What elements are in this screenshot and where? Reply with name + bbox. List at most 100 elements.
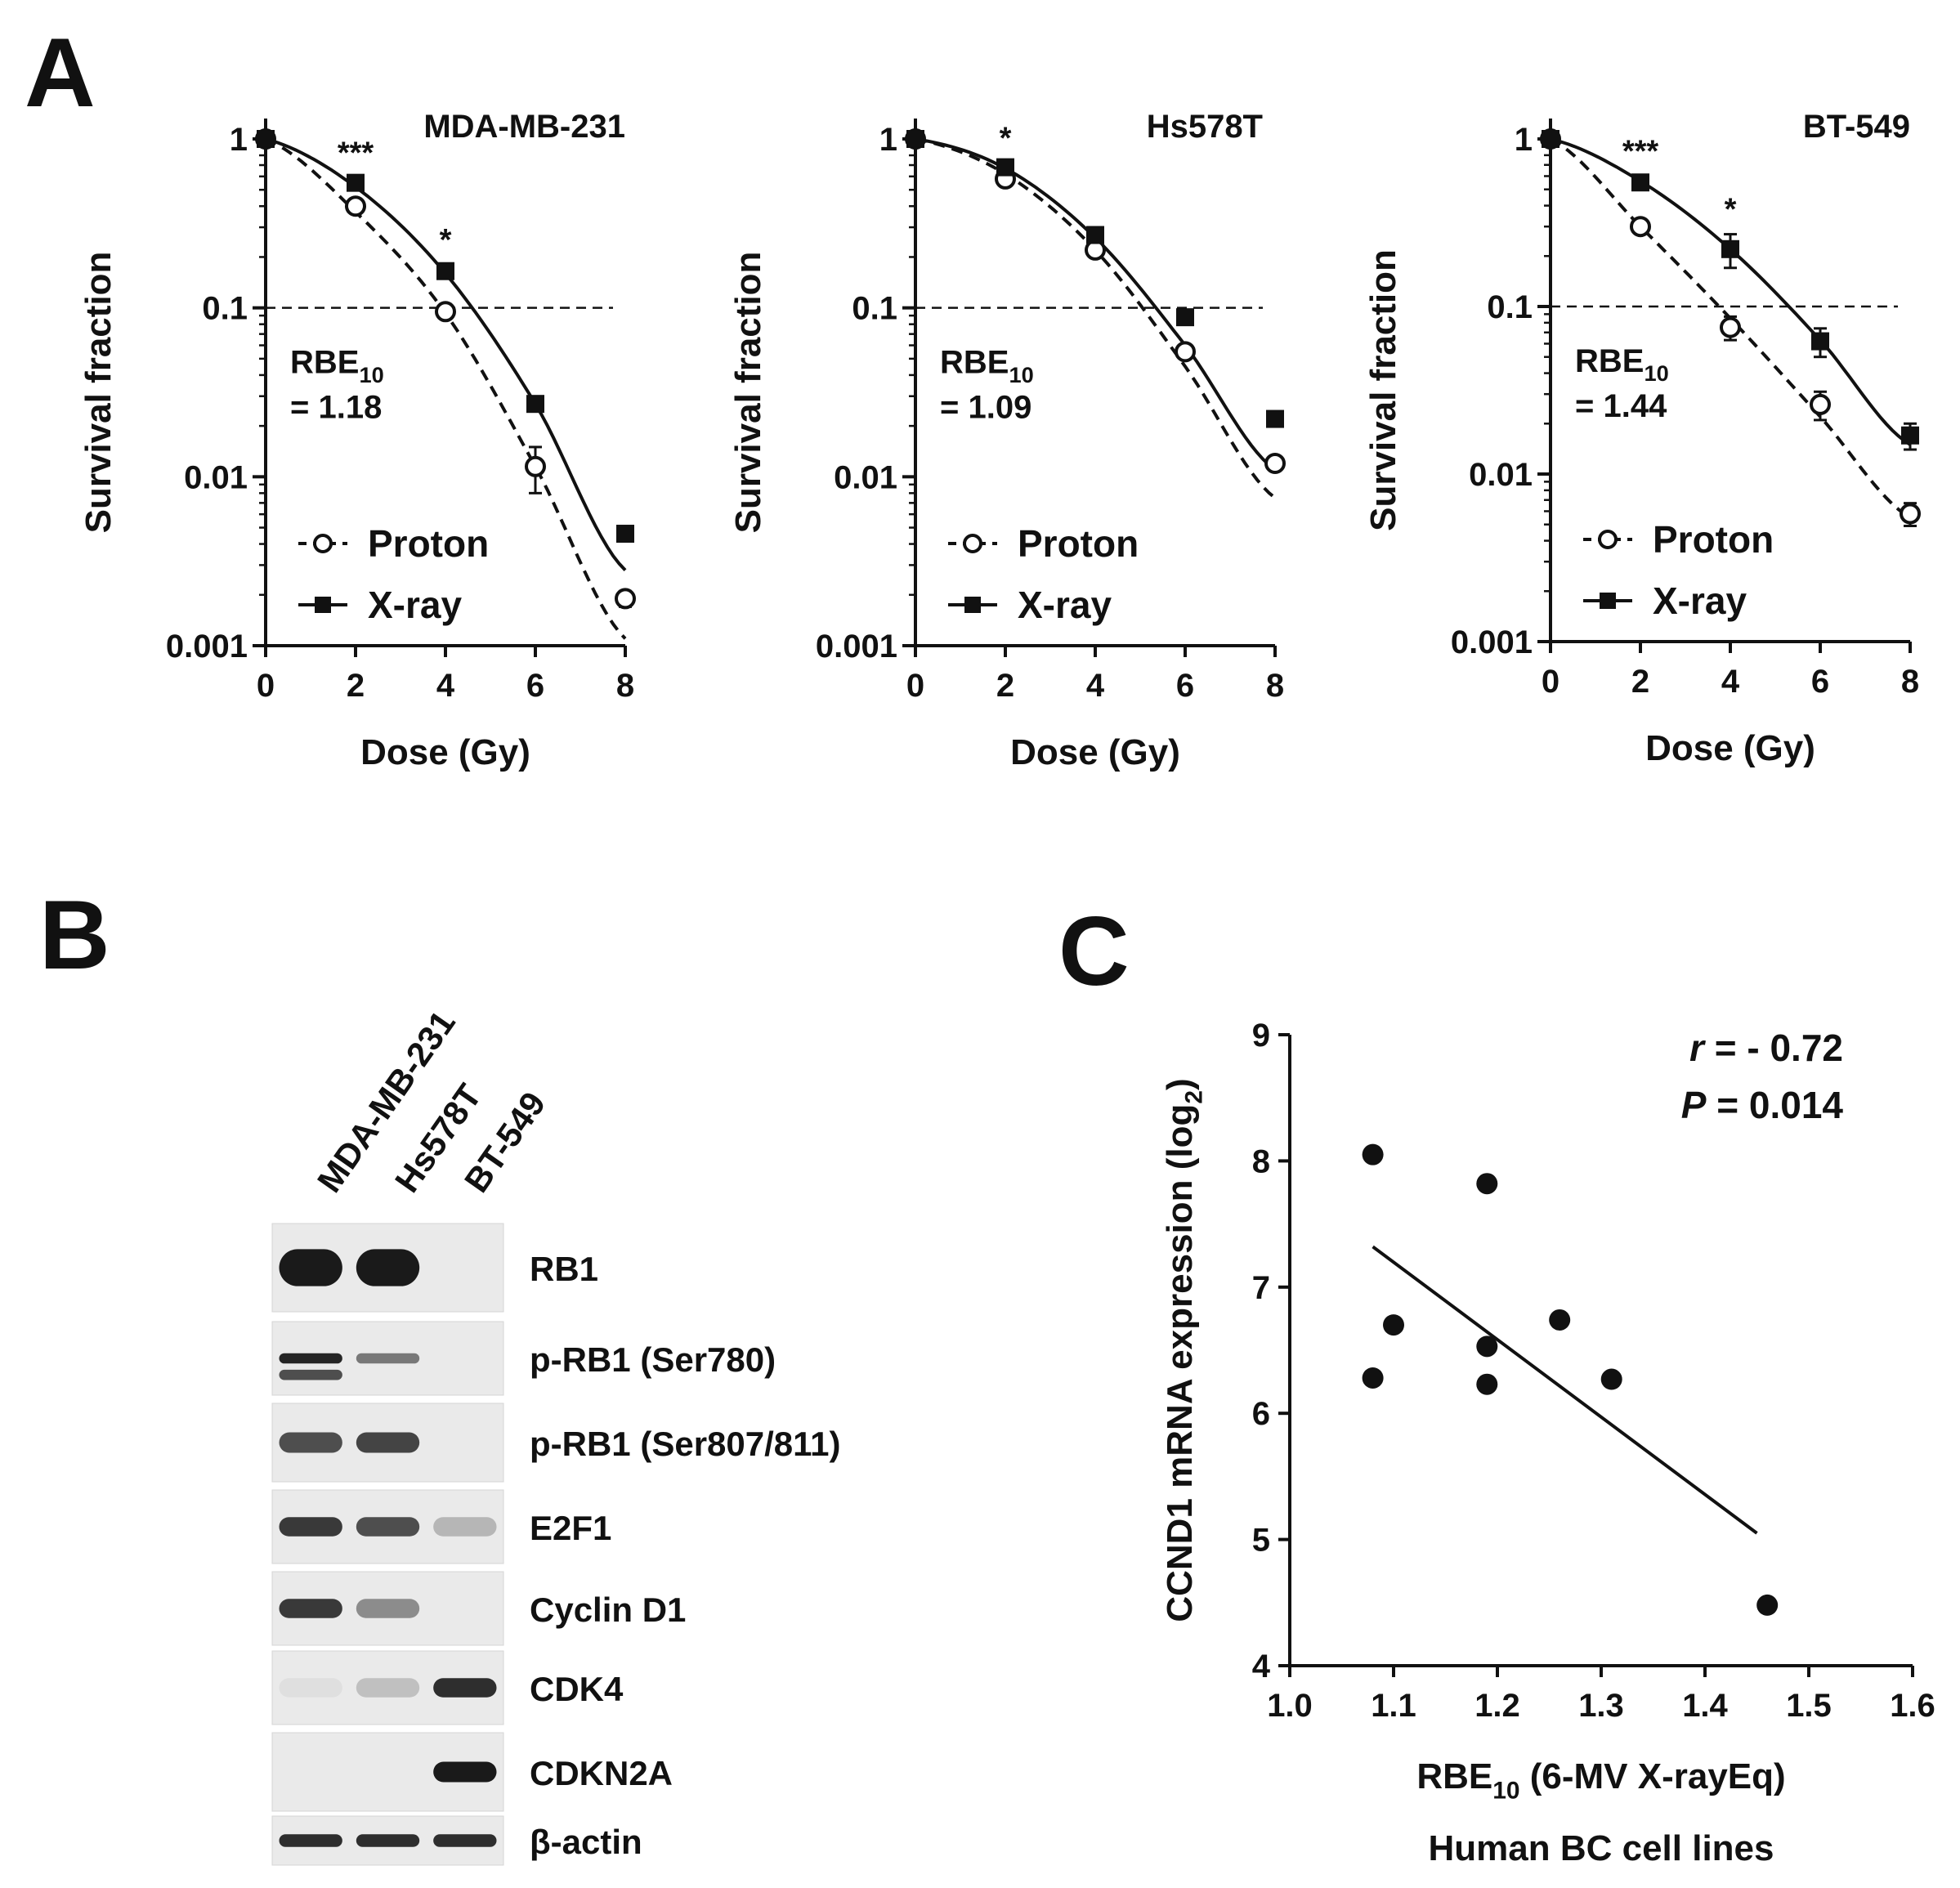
xray-point: [526, 395, 544, 414]
chart-title: BT-549: [1803, 109, 1910, 145]
x-tick-label: 1.3: [1578, 1688, 1624, 1724]
y-axis-label-part: ): [1160, 1078, 1200, 1090]
blot-band: [433, 1834, 497, 1847]
y-tick-label: 0.001: [1451, 624, 1533, 660]
proton-point: [1175, 341, 1196, 363]
rbe-label: RBE10: [1575, 343, 1669, 386]
y-axis-label: Survival fraction: [1363, 249, 1403, 531]
scatter-point: [1476, 1173, 1498, 1195]
panel-letter-b: B: [39, 880, 110, 990]
survival-chart-3: 0 2 4 6 8 0.001 0.01 0.1 1 Dose (Gy) Survival frac…: [1363, 109, 1921, 768]
y-tick-label: 1: [879, 122, 897, 158]
x-axis-label-2: Human BC cell lines: [1428, 1828, 1774, 1868]
blot-band: [356, 1432, 420, 1453]
scatter-point: [1600, 1368, 1622, 1390]
x-tick-label: 1.4: [1682, 1688, 1728, 1724]
x-tick-label: 1.0: [1267, 1688, 1313, 1724]
y-tick-label: 4: [1252, 1649, 1271, 1684]
protein-label: p-RB1 (Ser807/811): [530, 1425, 841, 1463]
x-tick-label: 4: [436, 668, 455, 704]
xray-point: [1631, 173, 1649, 192]
stat-p: P = 0.014: [1681, 1084, 1844, 1126]
blot-band: [279, 1353, 342, 1364]
survival-chart-2: 0 2 4 6 8 0.001 0.01 0.1 1 Dose (Gy) Survival frac…: [728, 109, 1286, 772]
y-axis-label-part: 2: [1180, 1090, 1207, 1104]
legend-proton-marker: [1598, 530, 1618, 549]
scatter-point: [1476, 1335, 1498, 1358]
blot-band: [279, 1678, 342, 1698]
panel-letter-a: A: [25, 18, 96, 128]
legend-xray-marker: [315, 597, 331, 613]
significance-mark: ***: [338, 136, 374, 170]
xray-point: [1086, 226, 1104, 244]
blot-band: [356, 1353, 420, 1364]
blot-band: [356, 1834, 420, 1847]
proton-point: [525, 455, 546, 477]
legend-xray-marker: [1600, 593, 1616, 609]
y-tick-label: 0.001: [166, 629, 248, 664]
rbe-label: RBE10: [290, 345, 384, 387]
protein-label: Cyclin D1: [530, 1590, 686, 1629]
y-tick-label: 0.001: [816, 629, 897, 664]
stat-r-part: r: [1689, 1027, 1706, 1069]
stat-r-part: = - 0.72: [1704, 1027, 1843, 1069]
y-tick-label: 1: [1515, 122, 1533, 158]
chart-title: Hs578T: [1147, 109, 1263, 145]
regression-line: [1372, 1245, 1758, 1535]
y-tick-label: 7: [1252, 1270, 1270, 1306]
stat-p-part: P: [1681, 1084, 1707, 1126]
xray-point: [257, 130, 275, 148]
xray-point: [1901, 426, 1919, 445]
protein-label: p-RB1 (Ser780): [530, 1340, 776, 1379]
protein-label: E2F1: [530, 1509, 611, 1547]
significance-mark: ***: [1622, 134, 1659, 168]
legend-proton-marker: [313, 534, 333, 553]
x-tick-label: 1.1: [1371, 1688, 1416, 1724]
x-tick-label: 6: [526, 668, 544, 704]
y-tick-label: 0.01: [184, 459, 248, 495]
x-tick-label: 6: [1811, 664, 1829, 700]
panel-letter-c: C: [1058, 897, 1130, 1006]
x-tick-label: 4: [1721, 664, 1740, 700]
significance-mark: *: [1000, 121, 1012, 155]
legend-proton-marker: [963, 534, 982, 553]
xray-point: [1266, 409, 1284, 428]
blot-band: [279, 1834, 342, 1847]
legend-xray-label: X-ray: [368, 584, 462, 626]
y-axis-label: Survival fraction: [78, 252, 119, 534]
proton-point: [1810, 393, 1831, 415]
blot-band: [279, 1517, 342, 1537]
x-tick-label: 4: [1086, 668, 1105, 704]
x-axis-label: Dose (Gy): [1010, 732, 1180, 772]
chart-title: MDA-MB-231: [423, 109, 625, 145]
rbe-label-part: RBE: [940, 345, 1009, 381]
scatter-point: [1362, 1143, 1384, 1165]
blot-band: [279, 1599, 342, 1618]
legend-xray-marker: [964, 597, 981, 613]
y-axis-label-part: CCND1 mRNA expression (log: [1160, 1104, 1200, 1622]
blot-band: [279, 1432, 342, 1453]
y-axis-label: Survival fraction: [728, 252, 768, 534]
x-axis-label-part: (6-MV X-rayEq): [1520, 1756, 1786, 1796]
x-tick-label: 6: [1176, 668, 1194, 704]
y-tick-label: 0.01: [834, 459, 897, 495]
blot-band: [279, 1369, 342, 1380]
proton-fit-curve: [915, 137, 1277, 499]
x-tick-label: 1.2: [1474, 1688, 1520, 1724]
rbe-value: = 1.18: [290, 390, 382, 426]
blot-band: [433, 1761, 497, 1783]
blot-band: [356, 1599, 420, 1618]
xray-point: [906, 130, 924, 148]
x-tick-label: 8: [1266, 668, 1284, 704]
proton-point: [1630, 216, 1651, 238]
y-tick-label: 5: [1252, 1523, 1270, 1559]
y-tick-label: 0.1: [202, 291, 248, 327]
legend-xray-label: X-ray: [1653, 579, 1747, 622]
scatter-point: [1383, 1314, 1404, 1336]
stat-r: r = - 0.72: [1689, 1027, 1843, 1069]
blot-band: [356, 1249, 420, 1286]
xray-point: [996, 158, 1014, 177]
significance-mark: *: [1725, 193, 1737, 227]
